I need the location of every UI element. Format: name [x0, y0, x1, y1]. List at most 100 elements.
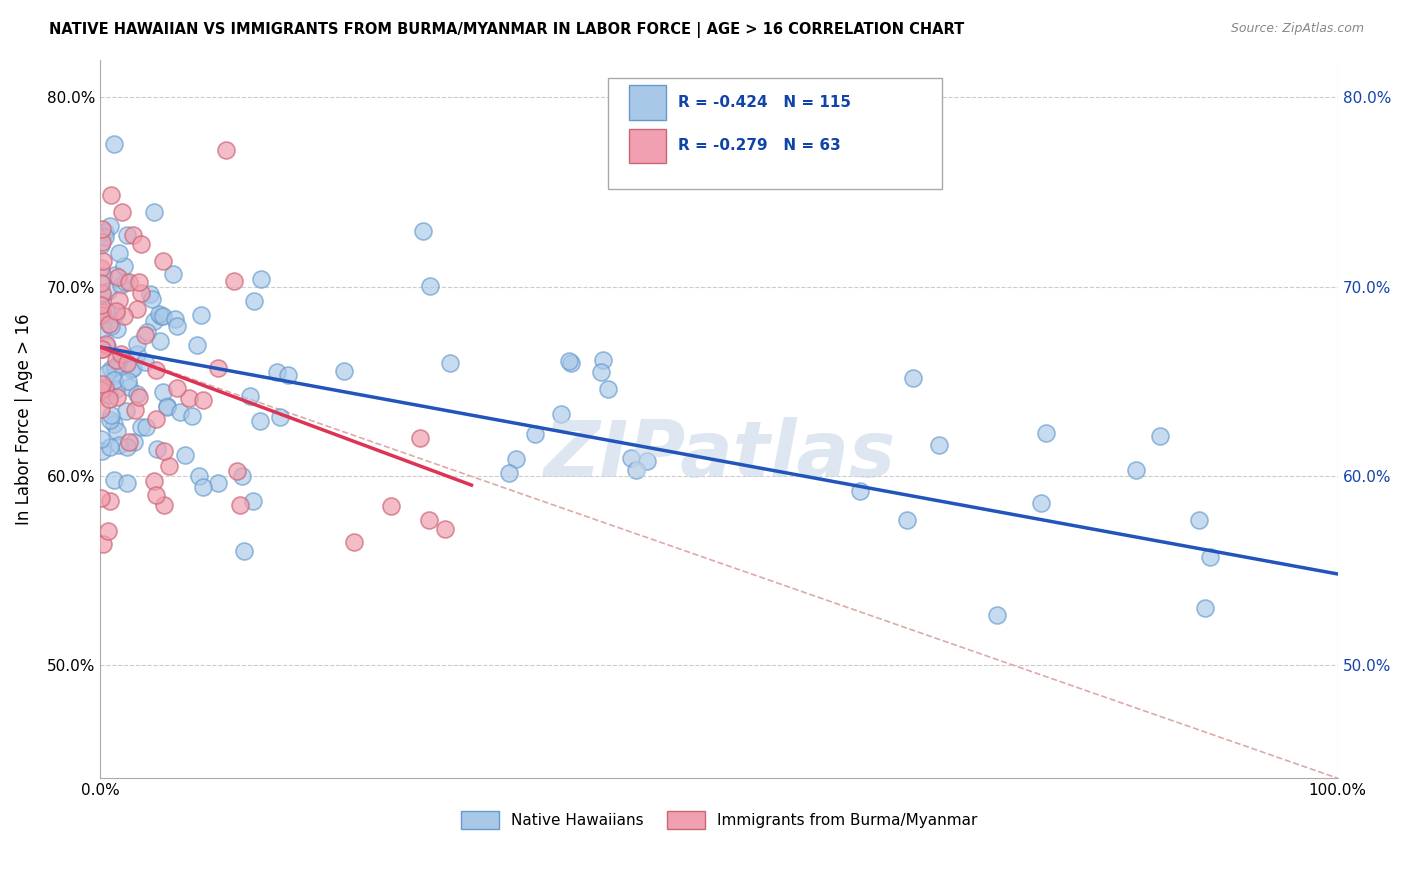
Point	[592, 353, 614, 368]
Point	[112, 259, 135, 273]
Point	[239, 388, 262, 402]
Point	[90, 298, 112, 312]
Point	[589, 365, 612, 379]
Point	[125, 387, 148, 401]
Point	[190, 308, 212, 322]
Point	[550, 407, 572, 421]
Point	[523, 427, 546, 442]
Point	[100, 413, 122, 427]
Point	[97, 388, 120, 402]
Point	[112, 309, 135, 323]
Point	[229, 498, 252, 512]
Point	[103, 372, 125, 386]
Point	[91, 343, 114, 357]
Point	[277, 368, 299, 382]
Point	[94, 229, 117, 244]
Point	[231, 468, 253, 483]
FancyBboxPatch shape	[628, 128, 665, 163]
Point	[100, 408, 122, 422]
Point	[901, 370, 924, 384]
Point	[636, 453, 658, 467]
Point	[129, 285, 152, 300]
Point	[129, 420, 152, 434]
Point	[91, 537, 114, 551]
Point	[125, 336, 148, 351]
Point	[90, 402, 112, 417]
Point	[166, 381, 188, 395]
Point	[149, 334, 172, 349]
Point	[118, 380, 141, 394]
Point	[166, 318, 188, 333]
Point	[433, 522, 456, 536]
Point	[145, 488, 167, 502]
FancyBboxPatch shape	[628, 86, 665, 120]
Point	[1188, 513, 1211, 527]
Point	[100, 187, 122, 202]
Point	[152, 254, 174, 268]
Point	[91, 222, 114, 236]
Point	[146, 442, 169, 456]
Point	[849, 484, 872, 499]
Point	[249, 414, 271, 428]
Point	[169, 405, 191, 419]
Point	[97, 524, 120, 538]
Point	[186, 338, 208, 352]
Point	[100, 362, 122, 376]
Point	[152, 384, 174, 399]
Point	[560, 356, 582, 370]
Point	[191, 392, 214, 407]
Point	[124, 402, 146, 417]
Point	[1194, 601, 1216, 615]
Point	[104, 353, 127, 368]
Point	[114, 403, 136, 417]
Legend: Native Hawaiians, Immigrants from Burma/Myanmar: Native Hawaiians, Immigrants from Burma/…	[454, 805, 983, 835]
Point	[156, 400, 179, 414]
Point	[107, 357, 129, 371]
Point	[91, 268, 114, 283]
Point	[111, 205, 134, 219]
Point	[93, 253, 115, 268]
Point	[90, 311, 112, 326]
Point	[986, 608, 1008, 623]
Point	[225, 464, 247, 478]
Point	[94, 336, 117, 351]
Point	[110, 278, 132, 293]
Point	[598, 382, 620, 396]
Point	[174, 448, 197, 462]
Point	[620, 451, 643, 466]
Point	[96, 366, 118, 380]
Point	[128, 275, 150, 289]
Point	[242, 494, 264, 508]
Point	[115, 356, 138, 370]
Point	[103, 137, 125, 152]
Point	[91, 342, 114, 356]
Point	[343, 534, 366, 549]
Point	[626, 463, 648, 477]
Point	[104, 268, 127, 282]
Point	[380, 499, 402, 513]
Point	[98, 392, 121, 406]
Point	[128, 390, 150, 404]
Point	[98, 440, 121, 454]
Point	[90, 260, 112, 275]
Point	[90, 376, 112, 391]
Point	[498, 466, 520, 480]
Point	[131, 236, 153, 251]
Point	[98, 317, 121, 331]
Point	[156, 399, 179, 413]
Point	[558, 354, 581, 368]
Point	[145, 363, 167, 377]
Point	[269, 410, 291, 425]
Point	[108, 438, 131, 452]
Point	[134, 328, 156, 343]
Text: ZIPatlas: ZIPatlas	[543, 417, 896, 493]
Point	[107, 246, 129, 260]
Point	[90, 432, 112, 446]
Point	[243, 294, 266, 309]
Point	[928, 438, 950, 452]
Point	[150, 309, 173, 323]
Point	[142, 474, 165, 488]
Point	[250, 272, 273, 286]
Point	[120, 361, 142, 376]
Point	[98, 493, 121, 508]
